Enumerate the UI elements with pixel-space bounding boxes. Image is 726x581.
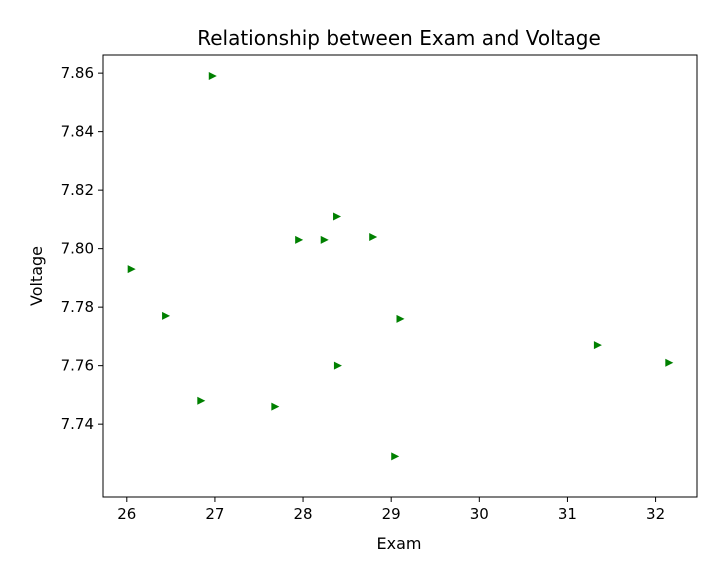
data-point bbox=[369, 232, 378, 241]
x-axis-label: Exam bbox=[377, 534, 422, 553]
data-point bbox=[162, 311, 171, 320]
data-point bbox=[333, 361, 342, 370]
y-tick-label: 7.86 bbox=[61, 64, 94, 82]
data-point bbox=[197, 396, 206, 405]
y-tick-label: 7.84 bbox=[61, 123, 94, 141]
y-tick-label: 7.76 bbox=[61, 357, 94, 375]
plot-frame bbox=[102, 54, 698, 498]
x-tick-label: 29 bbox=[382, 505, 401, 523]
y-tick-label: 7.78 bbox=[61, 298, 94, 316]
data-points bbox=[127, 72, 674, 461]
data-point bbox=[665, 358, 674, 367]
data-point bbox=[593, 341, 602, 350]
data-point bbox=[271, 402, 280, 411]
y-axis-label: Voltage bbox=[27, 246, 46, 306]
axis-ticks: 26 27 28 29 30 31 32 7.74 7.76 7.78 7.80 7.82 7.84 7.… bbox=[61, 64, 666, 523]
data-point bbox=[391, 452, 400, 461]
x-tick-label: 28 bbox=[294, 505, 313, 523]
data-point bbox=[396, 314, 405, 323]
x-tick-label: 27 bbox=[205, 505, 224, 523]
x-tick-label: 26 bbox=[117, 505, 136, 523]
x-tick-label: 32 bbox=[646, 505, 665, 523]
y-tick-label: 7.80 bbox=[61, 240, 94, 258]
chart-title: Relationship between Exam and Voltage bbox=[197, 26, 601, 50]
x-tick-label: 30 bbox=[470, 505, 489, 523]
data-point bbox=[208, 72, 217, 81]
data-point bbox=[127, 265, 136, 274]
data-point bbox=[333, 212, 342, 221]
y-tick-label: 7.82 bbox=[61, 181, 94, 199]
data-point bbox=[295, 235, 304, 244]
x-tick-label: 31 bbox=[558, 505, 577, 523]
y-tick-label: 7.74 bbox=[61, 415, 94, 433]
data-point bbox=[320, 235, 329, 244]
